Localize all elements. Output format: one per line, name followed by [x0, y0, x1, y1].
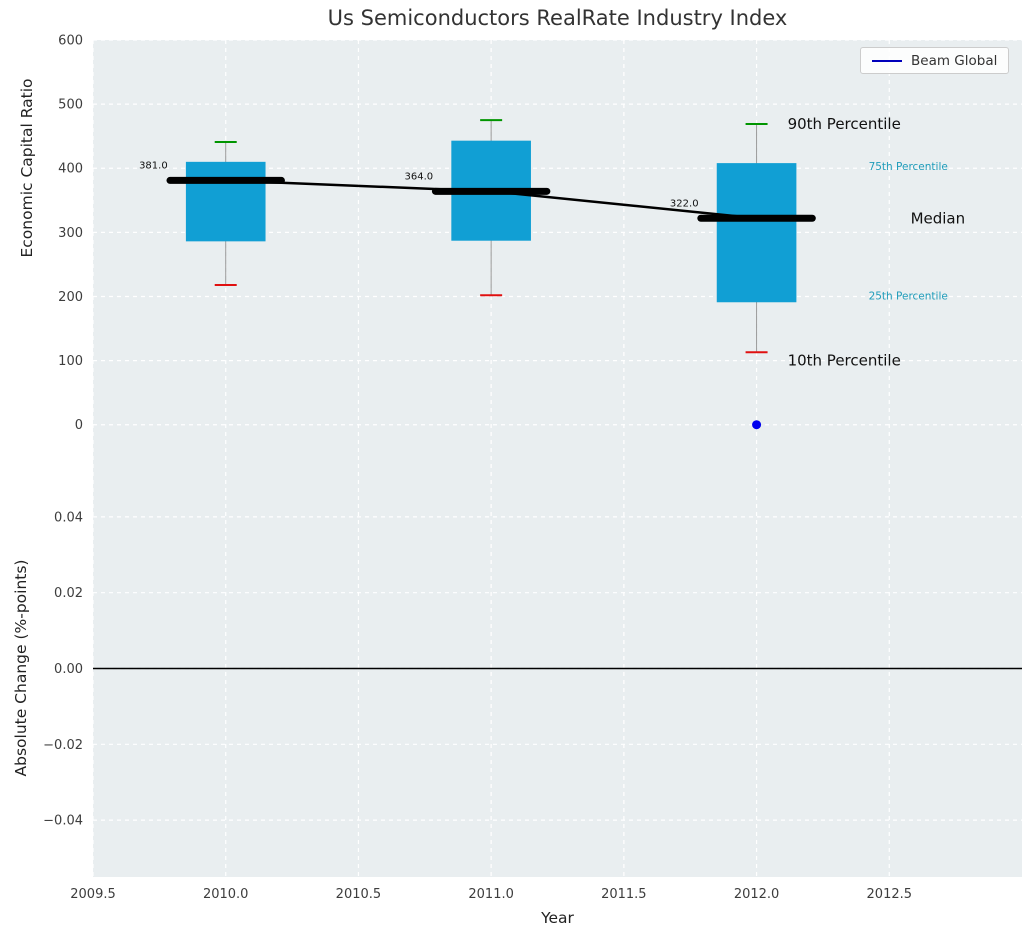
iqr-box	[716, 163, 797, 303]
iqr-box	[185, 161, 266, 242]
x-axis-label: Year	[541, 909, 574, 927]
chart-title: Us Semiconductors RealRate Industry Inde…	[327, 6, 788, 30]
bottom-y-axis-label: Absolute Change (%-points)	[12, 559, 30, 777]
xtick-label: 2011.0	[468, 887, 514, 902]
legend-label: Beam Global	[911, 52, 998, 69]
xtick-label: 2009.5	[70, 887, 116, 902]
bottom-ytick-label: −0.02	[43, 738, 83, 753]
beam-global-point	[752, 420, 762, 430]
median-value-label: 364.0	[405, 171, 434, 182]
top-y-axis-label: Economic Capital Ratio	[18, 78, 36, 258]
percentile-annotation: 90th Percentile	[788, 115, 901, 133]
top-ytick-label: 200	[58, 290, 83, 305]
top-ytick-label: 0	[75, 418, 83, 433]
xtick-label: 2012.0	[734, 887, 780, 902]
xtick-label: 2010.5	[336, 887, 382, 902]
percentile-annotation: 10th Percentile	[788, 351, 901, 369]
percentile-annotation: 25th Percentile	[869, 290, 948, 302]
percentile-annotation: 75th Percentile	[869, 161, 948, 173]
top-ytick-label: 100	[58, 354, 83, 369]
percentile-annotation: Median	[911, 209, 966, 227]
bottom-ytick-label: −0.04	[43, 814, 83, 829]
median-value-label: 322.0	[670, 198, 699, 209]
xtick-label: 2010.0	[203, 887, 249, 902]
top-ytick-label: 600	[58, 34, 83, 49]
legend-line-sample	[872, 59, 902, 62]
top-ytick-label: 500	[58, 98, 83, 113]
bottom-ytick-label: 0.02	[54, 586, 83, 601]
top-ytick-label: 300	[58, 226, 83, 241]
top-panel-background	[93, 40, 1022, 460]
median-value-label: 381.0	[139, 160, 168, 171]
xtick-label: 2012.5	[867, 887, 913, 902]
xtick-label: 2011.5	[601, 887, 647, 902]
bottom-ytick-label: 0.00	[54, 662, 83, 677]
bottom-ytick-label: 0.04	[54, 510, 83, 525]
top-ytick-label: 400	[58, 162, 83, 177]
legend: Beam Global	[860, 47, 1010, 74]
